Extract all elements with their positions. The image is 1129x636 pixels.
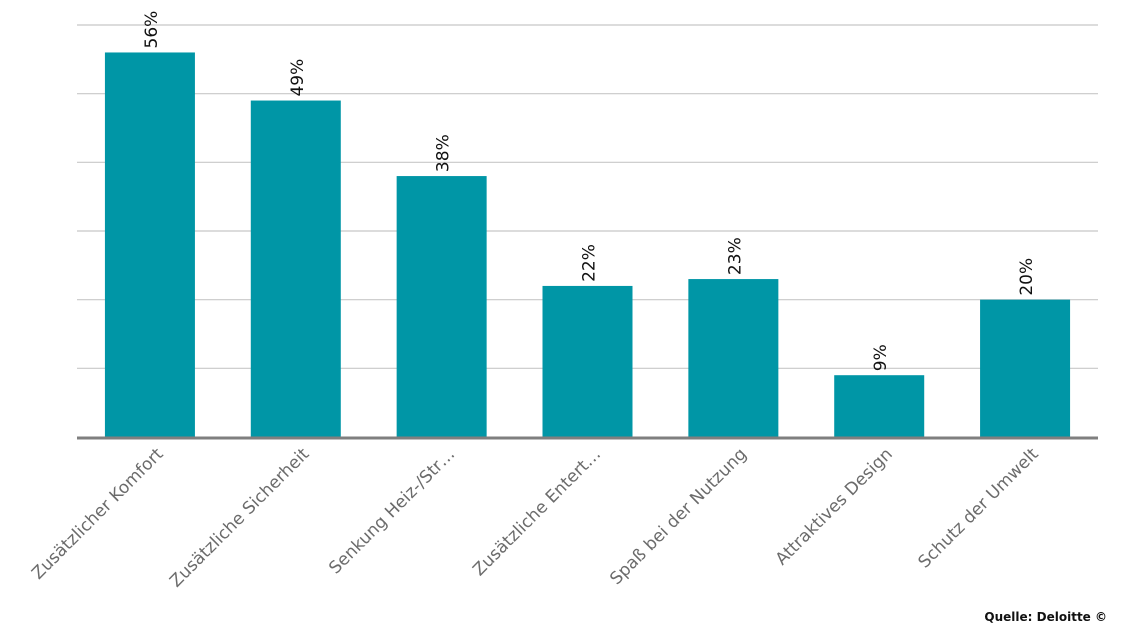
value-label: 20% (1017, 258, 1037, 296)
gridlines (77, 24, 1098, 369)
source-label: Quelle: Deloitte © (984, 610, 1107, 624)
bar (250, 100, 341, 438)
bar (980, 299, 1071, 437)
value-label: 56% (142, 11, 162, 49)
category-label: Zusätzliche Entert… (469, 444, 605, 580)
bar (104, 52, 195, 437)
value-labels: 56% 49% 38% 22% 23% 9% 20% (142, 11, 1037, 372)
category-label: Zusätzlicher Komfort (28, 444, 168, 584)
value-label: 9% (871, 344, 891, 371)
value-label: 38% (434, 134, 454, 172)
bar (396, 176, 487, 438)
value-label: 22% (580, 244, 600, 282)
bar (688, 279, 779, 437)
value-label: 49% (288, 59, 308, 97)
category-label: Spaß bei der Nutzung (606, 444, 751, 589)
category-label: Schutz der Umwelt (915, 444, 1043, 572)
value-label: 23% (725, 237, 745, 275)
bars (104, 52, 1071, 438)
category-label: Zusätzliche Sicherheit (166, 444, 313, 591)
bar (542, 285, 633, 437)
bar (834, 375, 925, 437)
category-label: Senkung Heiz-/Str… (325, 444, 459, 578)
category-label: Attraktives Design (772, 444, 897, 569)
